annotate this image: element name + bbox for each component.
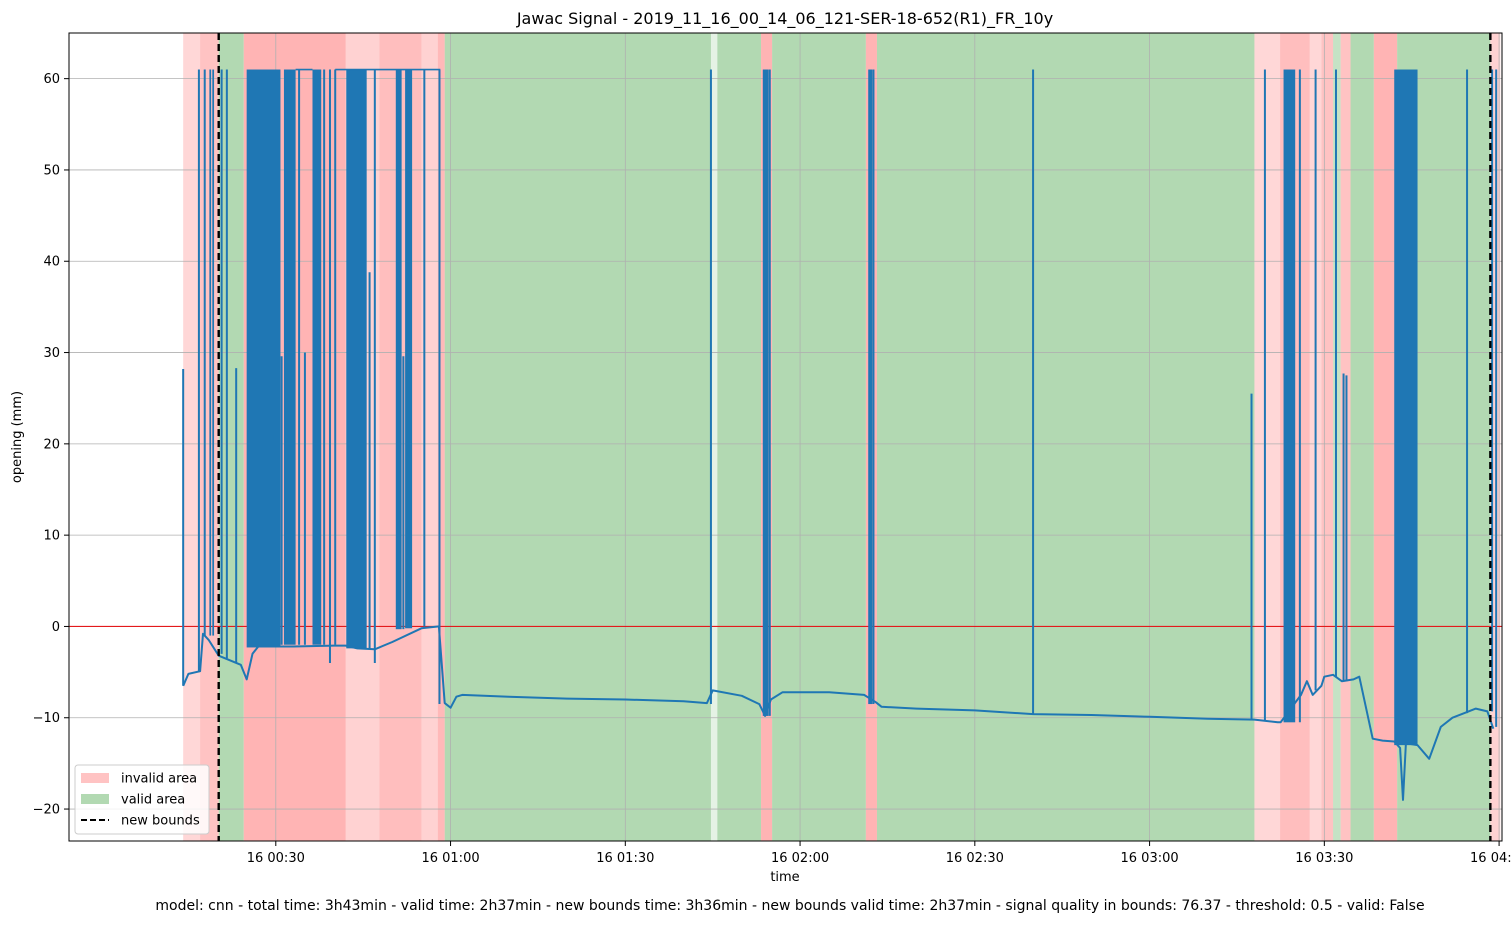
y-tick-label: 0 [52,620,60,635]
x-tick-label: 16 00:30 [247,851,305,866]
legend-label: valid area [121,793,185,808]
plot-area [69,33,1502,841]
x-tick-label: 16 02:30 [946,851,1004,866]
x-tick-label: 16 03:00 [1121,851,1179,866]
signal-dense-block [312,69,322,645]
y-tick-label: −10 [33,711,60,726]
x-axis-label: time [770,870,799,885]
areas-layer [183,33,1501,841]
y-tick-label: 30 [43,346,60,361]
legend: invalid area valid area new bounds [74,764,210,835]
signal-dense-block [762,69,769,716]
y-axis-ticks: −20 −10 0 10 20 30 40 50 60 [33,72,69,818]
valid-area-band [1350,33,1374,841]
x-tick-label: 16 02:00 [771,851,829,866]
y-tick-label: 10 [43,529,60,544]
invalid-area-band [437,33,445,841]
x-tick-label: 16 04:00 [1470,851,1512,866]
signal-dense-block [283,69,296,645]
legend-swatch-invalid-area [81,773,109,783]
invalid-area-band [1373,33,1398,841]
signal-dense-block [246,69,281,648]
valid-area-band [876,33,1255,841]
signal-dense-block [868,69,873,705]
valid-area-band [710,33,718,841]
signal-layer [182,68,1498,801]
y-tick-label: 40 [43,255,60,270]
y-tick-label: −20 [33,803,60,818]
signal-dense-block [1283,69,1296,723]
signal-line [182,625,1495,801]
summary-footer: model: cnn - total time: 3h43min - valid… [155,898,1425,914]
invalid-area-band [1321,33,1334,841]
signal-dense-block [395,69,402,630]
x-axis-ticks: 16 00:30 16 01:00 16 01:30 16 02:00 16 02:30… [247,841,1512,866]
signal-dense-block [405,69,413,629]
legend-label: new bounds [121,814,200,829]
x-tick-label: 16 03:30 [1295,851,1353,866]
y-axis-label: opening (mm) [10,391,25,483]
invalid-area-band [183,33,201,841]
legend-swatch-valid-area [81,794,109,804]
signal-dense-block [346,69,367,649]
valid-area-band [218,33,244,841]
valid-area-band [772,33,866,841]
plot-frame [68,32,1503,842]
new-bounds-layer [217,33,1492,841]
signal-dense-block [209,69,212,636]
signal-dense-block [212,69,215,636]
valid-area-band [717,33,762,841]
invalid-area-band [421,33,438,841]
y-tick-label: 60 [43,72,60,87]
y-tick-label: 20 [43,437,60,452]
x-tick-label: 16 01:30 [596,851,654,866]
valid-area-band [444,33,711,841]
invalid-area-band [1254,33,1281,841]
y-tick-label: 50 [43,163,60,178]
chart-title: Jawac Signal - 2019_11_16_00_14_06_121-S… [516,9,1053,29]
signal-dense-block [1394,69,1418,746]
x-tick-label: 16 01:00 [421,851,479,866]
legend-label: invalid area [121,772,197,787]
